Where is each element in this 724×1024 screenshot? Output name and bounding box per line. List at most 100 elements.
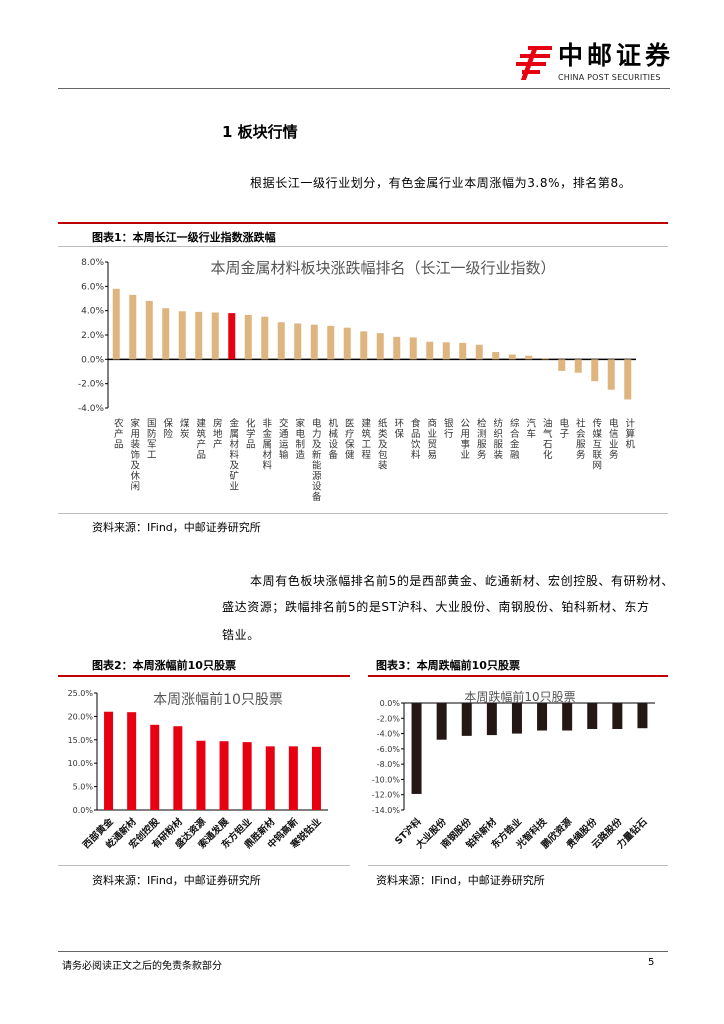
bar-煤炭 xyxy=(178,311,186,360)
page-number: 5 xyxy=(648,957,655,968)
x-tick-label: 煤炭 xyxy=(178,417,190,439)
x-tick-label: 农产品 xyxy=(112,417,124,449)
intro-paragraph: 根据长江一级行业划分，有色金属行业本周涨幅为3.8%，排名第8。 xyxy=(250,176,632,190)
bar-国防军工 xyxy=(145,300,153,360)
bar-有研粉材 xyxy=(173,726,183,810)
bar-电信业务 xyxy=(607,359,615,390)
bar-力量钻石 xyxy=(637,703,648,729)
bar-大业股份 xyxy=(436,703,447,740)
bar-油气石化 xyxy=(541,358,549,360)
bar-保险 xyxy=(162,308,170,360)
bar-鹏欣资源 xyxy=(562,703,573,731)
bar-家用装饰及休闲 xyxy=(129,294,137,360)
x-tick-label: 建筑产品 xyxy=(194,417,206,460)
y-tick-label: -2.0% xyxy=(377,714,401,723)
china-post-logo-icon xyxy=(516,46,552,80)
x-tick-label: 金属材料及矿业 xyxy=(227,417,239,491)
x-tick-label: 家电制造 xyxy=(293,417,305,460)
x-tick-label: 纺织服装 xyxy=(491,417,503,460)
industry-return-chart: 本周金属材料板块涨跌幅排名（长江一级行业指数） -4.0% -2.0% 0.0% 2.0… xyxy=(78,258,636,502)
x-tick-label: 电信业务 xyxy=(607,417,619,460)
figure-3-source: 资料来源：IFind，中邮证券研究所 xyxy=(376,874,545,887)
figure-2-source: 资料来源：IFind，中邮证券研究所 xyxy=(92,874,261,887)
x-tick-label: 建筑工程 xyxy=(359,417,371,460)
y-tick-label: 5.0% xyxy=(73,783,94,792)
y-tick-label: -6.0% xyxy=(377,745,401,754)
figure-1-top-rule xyxy=(58,222,668,224)
x-tick-label: 食品饮料 xyxy=(409,417,421,460)
figure-2-bottom-rule xyxy=(58,865,350,866)
x-tick-label: 家用装饰及休闲 xyxy=(128,417,140,491)
figure-2-top-rule xyxy=(58,675,350,677)
y-tick-label: 0.0% xyxy=(73,806,94,815)
header-divider xyxy=(58,88,670,89)
x-tick-label: 银行 xyxy=(442,417,454,439)
y-tick-label: 20.0% xyxy=(68,712,94,721)
x-tick-label: 保险 xyxy=(161,417,173,439)
bar-西部黄金 xyxy=(104,711,114,810)
bar-医疗保健 xyxy=(343,327,351,360)
bar-屹通新材 xyxy=(127,712,137,810)
bar-交通运输 xyxy=(277,322,285,360)
x-tick-label: 房地产 xyxy=(211,417,223,449)
y-tick-label: -12.0% xyxy=(372,791,401,800)
y-tick-label: -4.0% xyxy=(78,404,105,414)
figure-2-caption: 图表2：本周涨幅前10只股票 xyxy=(92,659,236,672)
bar-盛达资源 xyxy=(196,740,206,810)
bar-金属材料及矿业 xyxy=(228,313,236,360)
x-tick-label: 检测服务 xyxy=(475,417,487,460)
y-tick-label: 0.0% xyxy=(81,355,104,365)
x-tick-label: 医疗保健 xyxy=(343,418,355,460)
y-tick-label: 4.0% xyxy=(81,307,104,317)
bar-ST沪科 xyxy=(411,703,422,794)
figure-1-source: 资料来源：IFind，中邮证券研究所 xyxy=(92,521,261,534)
y-tick-label: -14.0% xyxy=(372,806,401,815)
figure-1-caption-rule xyxy=(58,246,668,247)
y-tick-label: 8.0% xyxy=(81,258,104,268)
logo-chinese-name: 中邮证券 xyxy=(558,41,675,70)
bar-云路股份 xyxy=(612,703,623,729)
chart-title: 本周跌幅前10只股票 xyxy=(464,689,575,704)
x-tick-label: 商业贸易 xyxy=(425,417,437,460)
x-tick-label: 化学品 xyxy=(244,417,256,449)
bar-中钨高新 xyxy=(288,746,298,810)
bar-综合金融 xyxy=(508,354,516,360)
x-tick-label: 国防军工 xyxy=(145,418,157,460)
y-tick-label: -8.0% xyxy=(377,760,401,769)
y-tick-label: -10.0% xyxy=(372,775,401,784)
bar-建筑工程 xyxy=(360,331,368,360)
figure-3-top-rule xyxy=(368,675,668,677)
bar-计算机 xyxy=(624,359,632,400)
x-tick-label: 非金属材料 xyxy=(260,417,272,470)
x-tick-label: 机械设备 xyxy=(326,417,338,460)
figure-1-caption: 图表1：本周长江一级行业指数涨跌幅 xyxy=(92,231,276,244)
y-tick-label: 10.0% xyxy=(68,759,94,768)
figure-1-bottom-rule xyxy=(58,513,668,514)
x-tick-label: 汽车 xyxy=(524,417,536,439)
x-tick-label: 计算机 xyxy=(623,417,635,449)
x-tick-label: 纸类及包装 xyxy=(376,417,388,470)
bar-非金属材料 xyxy=(261,316,269,360)
x-tick-label: 传媒互联网 xyxy=(590,417,602,470)
bar-贵绳股份 xyxy=(587,703,598,729)
bar-建筑产品 xyxy=(195,311,203,360)
bar-化学品 xyxy=(244,314,252,360)
y-tick-label: 2.0% xyxy=(81,331,104,341)
summary-line-2: 盛达资源；跌幅排名前5的是ST沪科、大业股份、南钢股份、铂科新材、东方 xyxy=(222,600,650,614)
bar-电力及新能源设备 xyxy=(310,324,318,360)
bar-纸类及包装 xyxy=(376,333,384,360)
top-losers-chart: 本周跌幅前10只股票 -14.0% -12.0% -10.0% -8.0% -6.0% -4… xyxy=(372,689,655,852)
y-tick-label: 15.0% xyxy=(68,736,94,745)
bar-东方钽业 xyxy=(242,742,252,810)
y-tick-label: -2.0% xyxy=(78,380,105,390)
bar-南钢股份 xyxy=(461,703,472,736)
top-gainers-chart: 本周涨幅前10只股票0.0%5.0%10.0%15.0%20.0%25.0%西部… xyxy=(68,689,328,852)
chart-title: 本周金属材料板块涨跌幅排名（长江一级行业指数） xyxy=(210,259,555,277)
bar-东方锆业 xyxy=(511,703,522,734)
bar-电子 xyxy=(558,359,566,371)
x-tick-label: 环保 xyxy=(392,418,404,439)
summary-line-1: 本周有色板块涨幅排名前5的是西部黄金、屹通新材、宏创控股、有研粉材、 xyxy=(250,574,675,588)
footer-disclaimer: 请务必阅读正文之后的免责条款部分 xyxy=(62,961,222,972)
y-tick-label: 25.0% xyxy=(68,689,94,698)
